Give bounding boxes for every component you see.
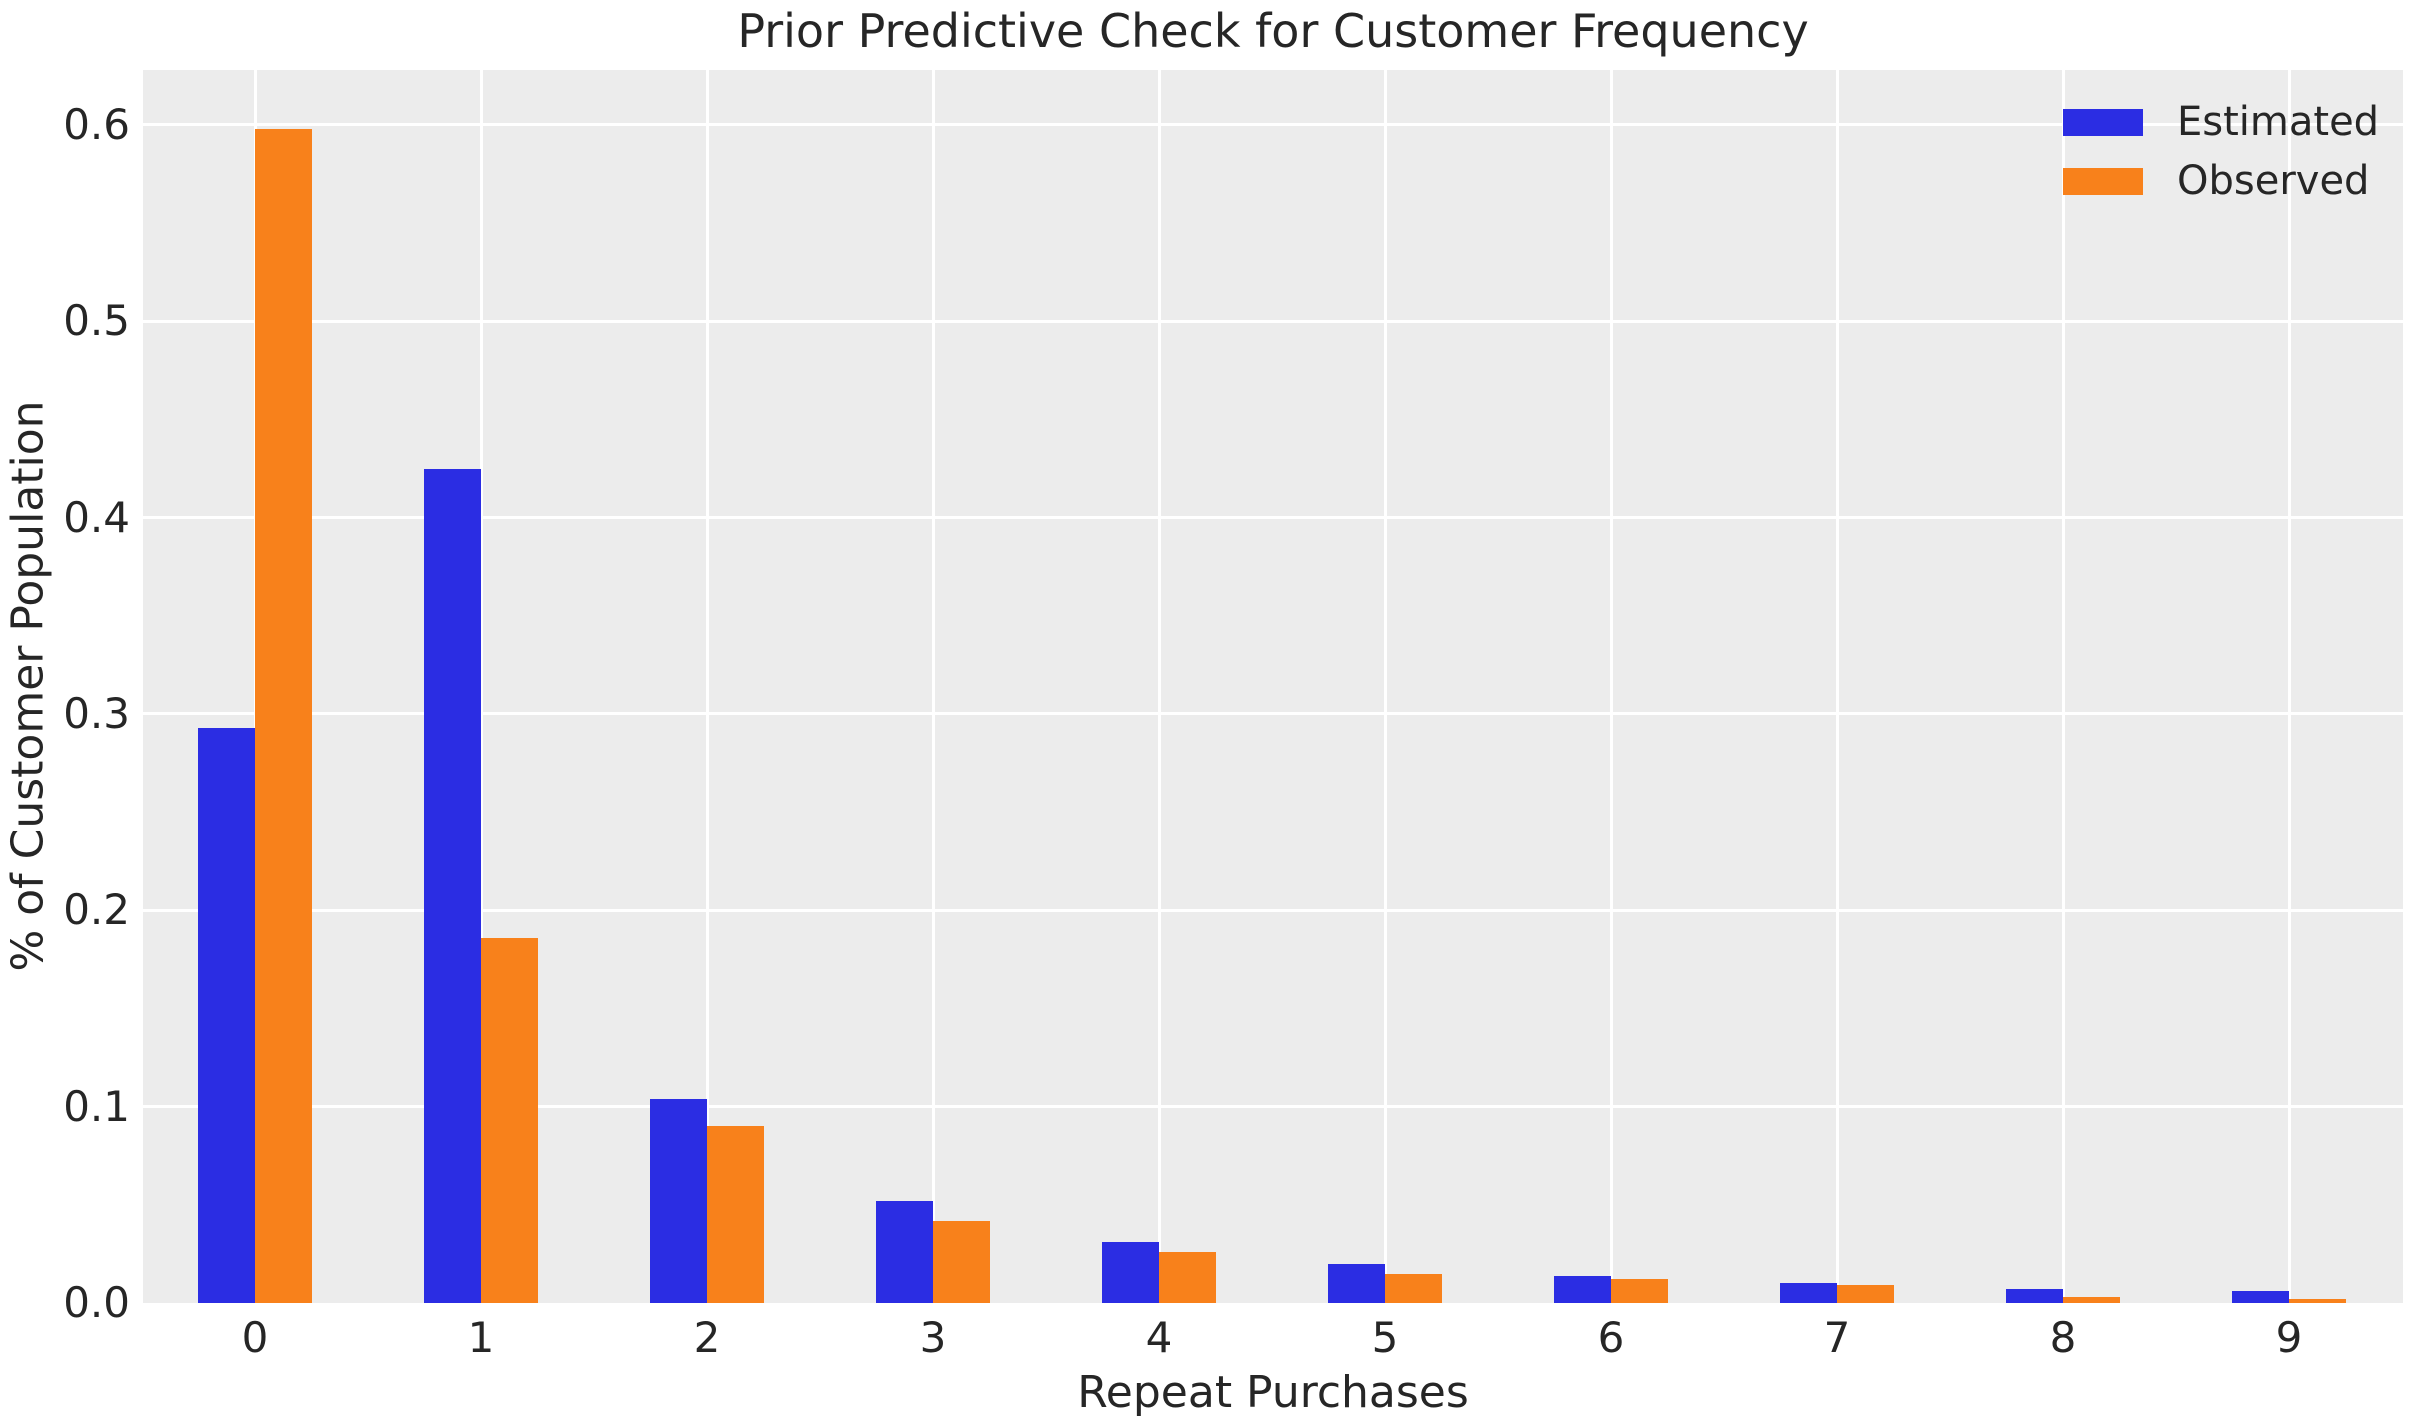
bar-estimated-1 (424, 468, 481, 1303)
y-tick-label: 0.4 (63, 492, 130, 542)
chart-title: Prior Predictive Check for Customer Freq… (737, 4, 1809, 58)
x-tick-label: 4 (1145, 1313, 1173, 1362)
bar-estimated-7 (1780, 1283, 1837, 1303)
x-tick-label: 1 (467, 1313, 495, 1362)
y-gridline (143, 319, 2403, 323)
legend-item-observed: Observed (2063, 158, 2370, 204)
y-gridline (143, 123, 2403, 127)
x-tick-label: 7 (1823, 1313, 1851, 1362)
bar-observed-6 (1611, 1279, 1668, 1303)
bar-observed-7 (1837, 1285, 1894, 1303)
bar-estimated-5 (1328, 1263, 1385, 1303)
bar-estimated-3 (876, 1200, 933, 1303)
y-gridline (143, 712, 2403, 716)
bar-estimated-0 (198, 727, 255, 1303)
y-gridline (143, 908, 2403, 912)
y-tick-label: 0.3 (63, 688, 130, 738)
x-tick-label: 6 (1597, 1313, 1625, 1362)
bar-observed-3 (933, 1220, 990, 1303)
legend-item-estimated: Estimated (2063, 99, 2380, 145)
y-gridline (143, 1105, 2403, 1109)
bar-estimated-4 (1102, 1242, 1159, 1303)
bar-observed-5 (1385, 1273, 1442, 1303)
x-gridline (479, 70, 483, 1303)
x-gridline (1157, 70, 1161, 1303)
legend-label-observed: Observed (2177, 158, 2370, 204)
bar-estimated-6 (1554, 1275, 1611, 1303)
bar-estimated-2 (650, 1098, 707, 1303)
y-tick-label: 0.6 (63, 99, 130, 149)
bar-observed-1 (481, 937, 538, 1303)
x-tick-label: 5 (1371, 1313, 1399, 1362)
bar-observed-4 (1159, 1251, 1216, 1303)
bar-observed-8 (2063, 1297, 2120, 1303)
x-gridline (1383, 70, 1387, 1303)
y-tick-label: 0.0 (63, 1278, 130, 1327)
y-tick-label: 0.5 (63, 296, 130, 346)
x-tick-label: 2 (693, 1313, 721, 1362)
x-tick-label: 3 (919, 1313, 947, 1362)
bar-estimated-8 (2006, 1289, 2063, 1303)
x-gridline (1835, 70, 1839, 1303)
y-gridline (143, 516, 2403, 520)
y-tick-label: 0.1 (63, 1081, 130, 1131)
legend-label-estimated: Estimated (2177, 99, 2380, 145)
x-gridline (705, 70, 709, 1303)
legend-swatch-estimated (2063, 108, 2143, 136)
x-gridline (2287, 70, 2291, 1303)
x-tick-label: 9 (2275, 1313, 2303, 1362)
bar-estimated-9 (2232, 1291, 2289, 1303)
bar-observed-9 (2289, 1299, 2346, 1303)
x-gridline (1609, 70, 1613, 1303)
bar-observed-0 (255, 128, 312, 1303)
bar-observed-2 (707, 1126, 764, 1303)
x-gridline (2061, 70, 2065, 1303)
legend-swatch-observed (2063, 167, 2143, 195)
x-tick-label: 0 (241, 1313, 269, 1362)
x-gridline (931, 70, 935, 1303)
y-tick-label: 0.2 (63, 885, 130, 935)
x-axis-label: Repeat Purchases (1077, 1367, 1469, 1418)
x-tick-label: 8 (2049, 1313, 2077, 1362)
